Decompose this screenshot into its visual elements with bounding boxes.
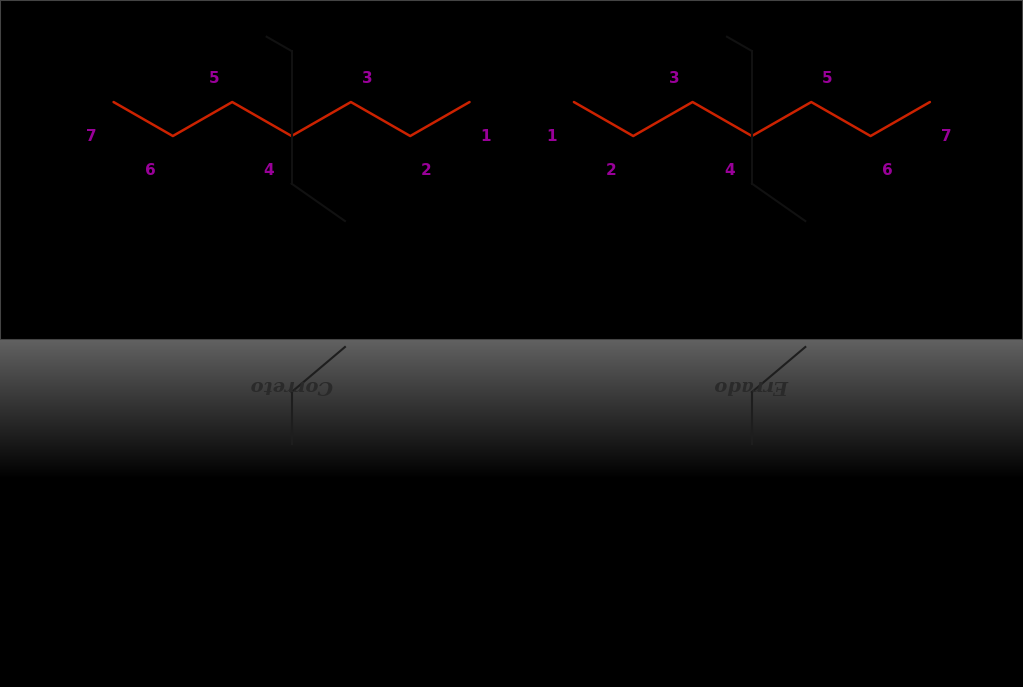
Text: Errado: Errado: [715, 307, 789, 325]
Text: Correto: Correto: [250, 307, 333, 325]
Text: 1: 1: [546, 128, 557, 144]
Text: 5: 5: [209, 71, 219, 86]
Text: 2: 2: [606, 163, 616, 177]
Text: 3: 3: [362, 71, 372, 86]
Text: 6: 6: [145, 163, 155, 177]
Text: 7: 7: [86, 128, 96, 144]
Text: 6: 6: [882, 163, 892, 177]
Text: 7: 7: [941, 128, 951, 144]
Text: 4: 4: [724, 163, 735, 177]
Text: Errado: Errado: [715, 376, 789, 394]
Text: 5: 5: [822, 71, 833, 86]
Text: Correto: Correto: [250, 376, 333, 394]
Text: 1: 1: [481, 128, 491, 144]
Text: 4: 4: [264, 163, 274, 177]
Text: 3: 3: [669, 71, 679, 86]
Text: 2: 2: [421, 163, 432, 177]
